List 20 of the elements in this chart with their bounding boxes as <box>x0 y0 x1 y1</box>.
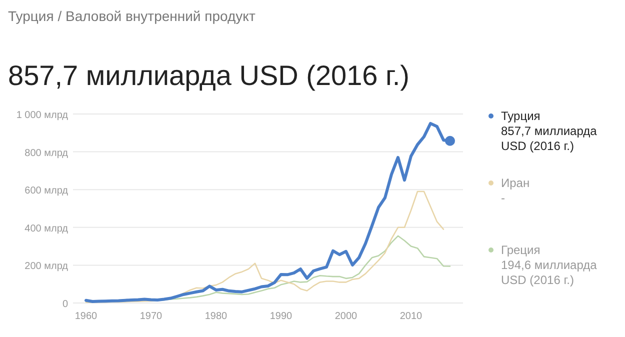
legend-label: Турция <box>501 109 540 123</box>
x-tick-label: 1970 <box>140 311 163 322</box>
legend-label: Греция <box>501 243 540 257</box>
x-tick-label: 1980 <box>204 311 228 322</box>
y-tick-label: 0 <box>62 299 68 310</box>
text: 194,6 миллиарда USD (2016 г.) <box>501 258 598 287</box>
chart-title: 857,7 миллиарда USD (2016 г.) <box>8 60 410 91</box>
y-tick-label: 1 000 млрд <box>16 110 68 121</box>
y-tick-label: 200 млрд <box>24 261 68 272</box>
chart-subtitle: Турция / Валовой внутренний продукт <box>8 8 256 24</box>
text: - <box>501 191 505 205</box>
y-tick-label: 600 млрд <box>24 186 68 197</box>
y-tick-label: 400 млрд <box>24 223 68 234</box>
x-tick-label: 2010 <box>400 311 423 322</box>
y-tick-label: 800 млрд <box>24 148 68 159</box>
legend-label: Иран <box>501 176 530 190</box>
x-tick-label: 2000 <box>334 311 358 322</box>
x-tick-label: 1960 <box>74 311 98 322</box>
x-tick-label: 1990 <box>270 311 293 322</box>
text: 857,7 миллиарда USD (2016 г.) <box>501 124 598 153</box>
